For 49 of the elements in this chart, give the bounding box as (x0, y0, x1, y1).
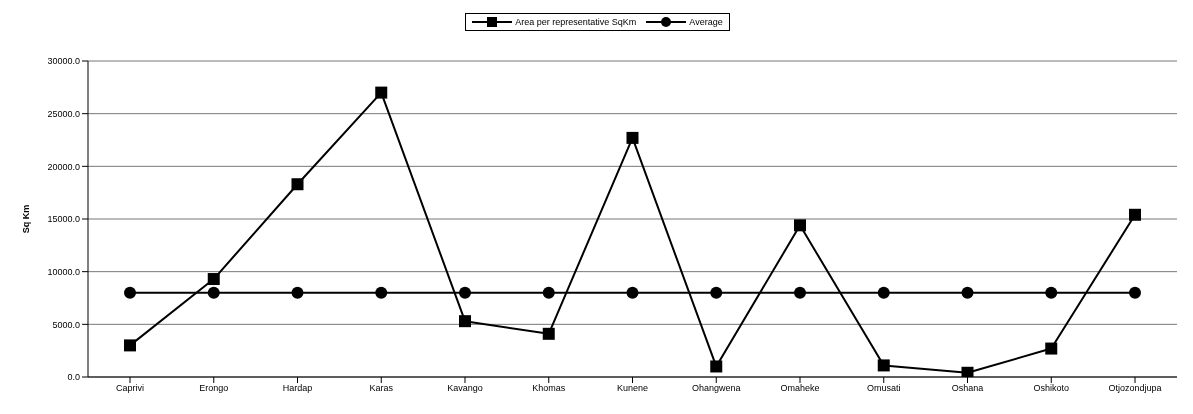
point (961, 286, 974, 299)
x-tick-label: Otjozondjupa (1108, 383, 1162, 394)
point (794, 219, 806, 232)
point (1129, 208, 1141, 221)
x-tick-label: Karas (369, 383, 394, 394)
x-tick-label: Ohangwena (691, 383, 741, 394)
y-tick-label: 25000.0 (47, 108, 80, 119)
point (794, 286, 806, 299)
point (1045, 286, 1058, 299)
point (1045, 342, 1058, 355)
x-tick-label: Omaheke (780, 383, 820, 394)
x-tick-label: Kavango (447, 383, 483, 394)
y-tick-label: 15000.0 (47, 214, 80, 225)
y-tick-label: 30000.0 (47, 56, 80, 67)
y-tick-label: 5000.0 (52, 319, 80, 330)
point (542, 327, 555, 340)
point (626, 286, 639, 299)
point (626, 131, 639, 144)
x-tick-label: Khomas (532, 383, 566, 394)
point (1129, 286, 1141, 299)
point (459, 286, 471, 299)
point (961, 366, 974, 377)
legend-label: Average (688, 16, 723, 28)
point (710, 286, 723, 299)
point (542, 286, 555, 299)
y-axis-title: Sq Km (21, 204, 32, 234)
x-tick-label: Caprivi (115, 383, 145, 394)
point (877, 359, 890, 372)
legend-label: Area per representative SqKm (514, 16, 637, 28)
x-tick-label: Omusati (866, 383, 901, 394)
point (710, 360, 723, 373)
x-tick-label: Oshikoto (1033, 383, 1070, 394)
point (124, 286, 136, 299)
x-tick-label: Hardap (282, 383, 313, 394)
y-tick-label: 20000.0 (47, 161, 80, 172)
x-tick-label: Kunene (616, 383, 649, 394)
point (877, 286, 890, 299)
point (124, 339, 136, 352)
y-tick-label: 10000.0 (47, 266, 80, 277)
point (291, 286, 304, 299)
point (375, 86, 388, 99)
x-tick-label: Erongo (199, 383, 229, 394)
point (459, 315, 471, 328)
point (207, 273, 220, 286)
point (291, 178, 304, 191)
point (375, 286, 388, 299)
y-tick-label: 0.0 (67, 372, 80, 383)
point (207, 286, 220, 299)
x-tick-label: Oshana (951, 383, 984, 394)
